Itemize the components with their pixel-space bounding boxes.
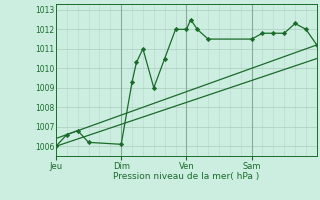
X-axis label: Pression niveau de la mer( hPa ): Pression niveau de la mer( hPa ) xyxy=(113,172,260,181)
